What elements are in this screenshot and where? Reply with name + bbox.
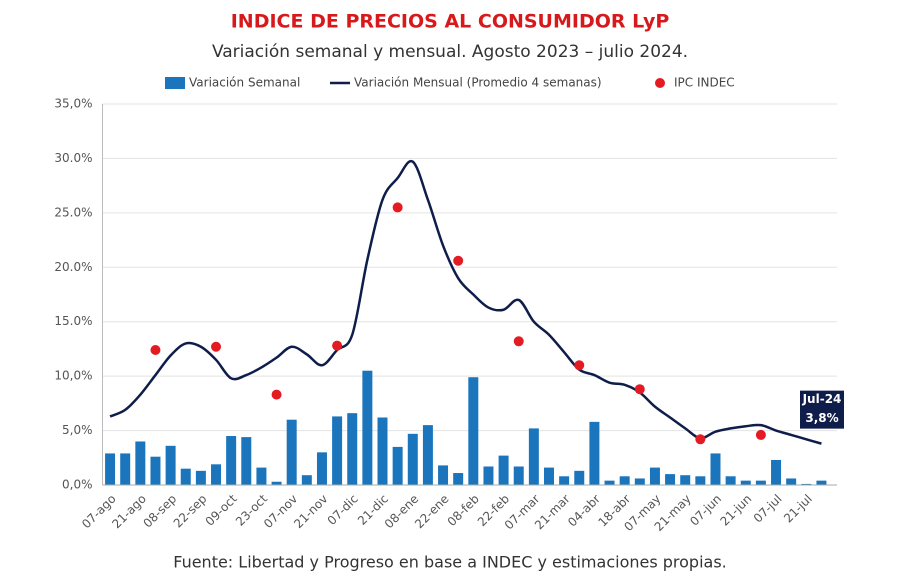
bar: [483, 466, 494, 485]
bar: [316, 452, 327, 485]
bar: [801, 483, 812, 485]
bar: [407, 433, 418, 485]
bar: [271, 481, 282, 485]
y-tick-label: 25.0%: [54, 205, 92, 219]
point: [211, 341, 222, 352]
x-tick-label: 22-sep: [171, 492, 210, 531]
bar: [120, 453, 131, 485]
bar: [619, 476, 630, 485]
bar: [286, 419, 297, 485]
bar: [695, 476, 706, 485]
bar: [453, 473, 464, 485]
y-tick-label: 30.0%: [54, 151, 92, 165]
legend-label: Variación Mensual (Promedio 4 semanas): [354, 76, 602, 90]
point: [150, 345, 161, 356]
bar: [771, 459, 782, 485]
x-tick-label: 08-feb: [445, 492, 482, 529]
point: [453, 255, 464, 266]
x-tick-label: 21-nov: [291, 492, 330, 531]
y-tick-label: 10,0%: [54, 369, 92, 383]
y-tick-label: 35,0%: [54, 97, 92, 111]
line: [109, 159, 822, 445]
bar: [589, 421, 600, 485]
bar: [710, 453, 721, 485]
legend-label: Variación Semanal: [189, 76, 300, 90]
point: [755, 429, 766, 440]
bar: [665, 474, 676, 485]
bar: [332, 416, 343, 485]
bar: [226, 436, 237, 485]
bar: [438, 465, 449, 485]
bar: [301, 475, 312, 485]
bar: [786, 478, 797, 485]
legend-label: IPC INDEC: [674, 76, 735, 90]
point: [271, 389, 282, 400]
legend-swatch: [655, 78, 665, 88]
bar: [362, 370, 373, 485]
bar: [544, 467, 554, 485]
annotation-box: [800, 390, 844, 429]
bar: [377, 417, 388, 485]
x-tick-label: 07-jun: [687, 492, 724, 529]
annotation-value: 3,8%: [805, 411, 838, 425]
bar: [559, 476, 570, 485]
bar: [347, 413, 358, 485]
x-tick-label: 21-jun: [717, 492, 754, 529]
x-tick-label: 22-ene: [412, 492, 452, 532]
bar: [604, 480, 615, 485]
source-note: Fuente: Libertad y Progreso en base a IN…: [173, 553, 727, 572]
bar: [241, 437, 252, 485]
x-tick-label: 07-jul: [751, 492, 785, 526]
legend-swatch: [165, 77, 185, 89]
point: [513, 336, 524, 347]
bar: [195, 470, 206, 485]
bar: [634, 478, 645, 485]
bar: [392, 446, 403, 485]
bar: [165, 445, 176, 485]
x-tick-label: 09-oct: [203, 491, 240, 528]
bar: [680, 475, 691, 485]
bar: [256, 467, 267, 485]
bar: [105, 453, 116, 485]
bar: [180, 468, 191, 485]
bar: [498, 455, 509, 485]
bar: [468, 377, 479, 485]
y-tick-label: 20.0%: [54, 260, 92, 274]
bar: [755, 480, 766, 485]
x-tick-label: 21-ago: [109, 492, 149, 532]
bar: [211, 464, 222, 485]
chart-subtitle: Variación semanal y mensual. Agosto 2023…: [212, 42, 688, 62]
x-tick-label: 21-jul: [781, 492, 815, 526]
bar: [725, 476, 736, 485]
x-tick-label: 07-dic: [325, 492, 361, 528]
point: [634, 384, 645, 395]
y-tick-label: 0,0%: [62, 478, 93, 492]
y-tick-label: 5,0%: [62, 423, 93, 437]
chart-title: INDICE DE PRECIOS AL CONSUMIDOR LyP: [231, 11, 670, 33]
bar: [649, 467, 660, 485]
x-tick-label: 04-abr: [565, 492, 603, 530]
point: [695, 434, 706, 445]
bar: [740, 480, 751, 485]
y-tick-label: 15.0%: [54, 314, 92, 328]
bar: [513, 466, 524, 485]
bar: [574, 470, 585, 485]
bar: [422, 425, 433, 485]
point: [332, 340, 343, 351]
bar: [528, 428, 539, 485]
bar: [816, 480, 827, 485]
point: [574, 360, 585, 371]
point: [392, 202, 403, 213]
annotation-text: Jul-24: [802, 392, 842, 406]
bar: [150, 456, 161, 485]
bar: [135, 441, 146, 485]
